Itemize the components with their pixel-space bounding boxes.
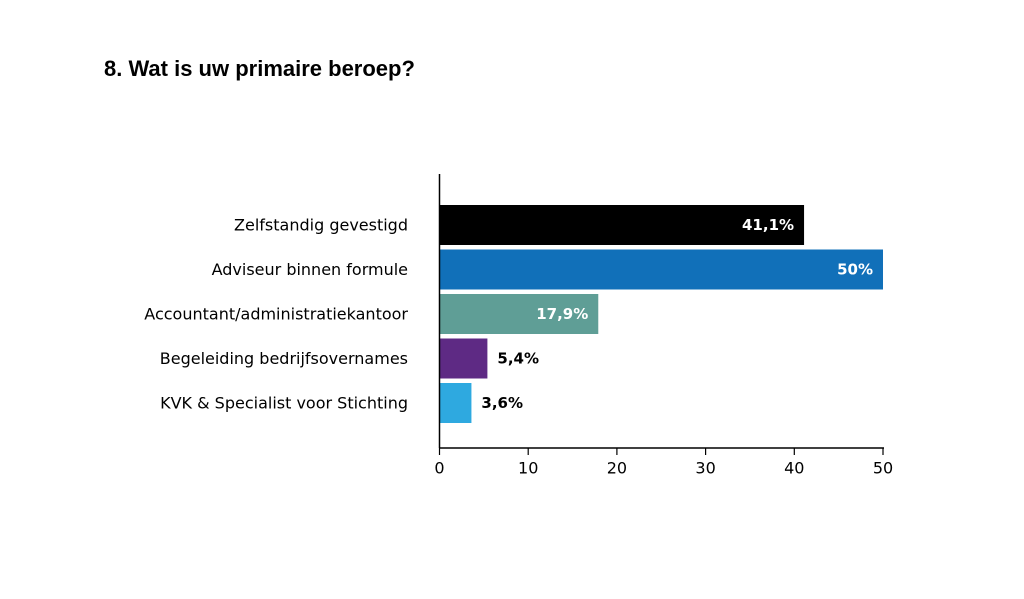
bar-3 [439,338,488,379]
bar-0 [439,205,805,245]
category-label: KVK & Specialist voor Stichting [160,394,408,413]
chart-title: 8. Wat is uw primaire beroep? [104,56,415,81]
bar-1 [439,249,883,290]
category-label: Accountant/administratiekantoor [144,305,408,324]
x-tick-label: 20 [607,459,627,478]
data-label: 3,6% [481,394,523,412]
data-label: 50% [837,261,873,279]
category-label: Zelfstandig gevestigd [234,216,408,235]
data-label: 5,4% [497,350,539,368]
bar-2 [439,294,599,334]
bar-4 [439,383,472,423]
x-tick-label: 40 [784,459,804,478]
x-tick-label: 10 [518,459,538,478]
x-tick-label: 30 [695,459,715,478]
labels-layer: Zelfstandig gevestigd 41,1% Adviseur binne… [144,216,873,413]
bars-layer [439,205,883,423]
category-label: Begeleiding bedrijfsovernames [160,349,408,368]
data-label: 17,9% [536,305,588,323]
x-tick-label: 0 [434,459,444,478]
axes-layer: 0 10 20 30 40 50 [434,174,893,478]
category-label: Adviseur binnen formule [212,260,408,279]
data-label: 41,1% [742,216,794,234]
x-tick-label: 50 [873,459,893,478]
